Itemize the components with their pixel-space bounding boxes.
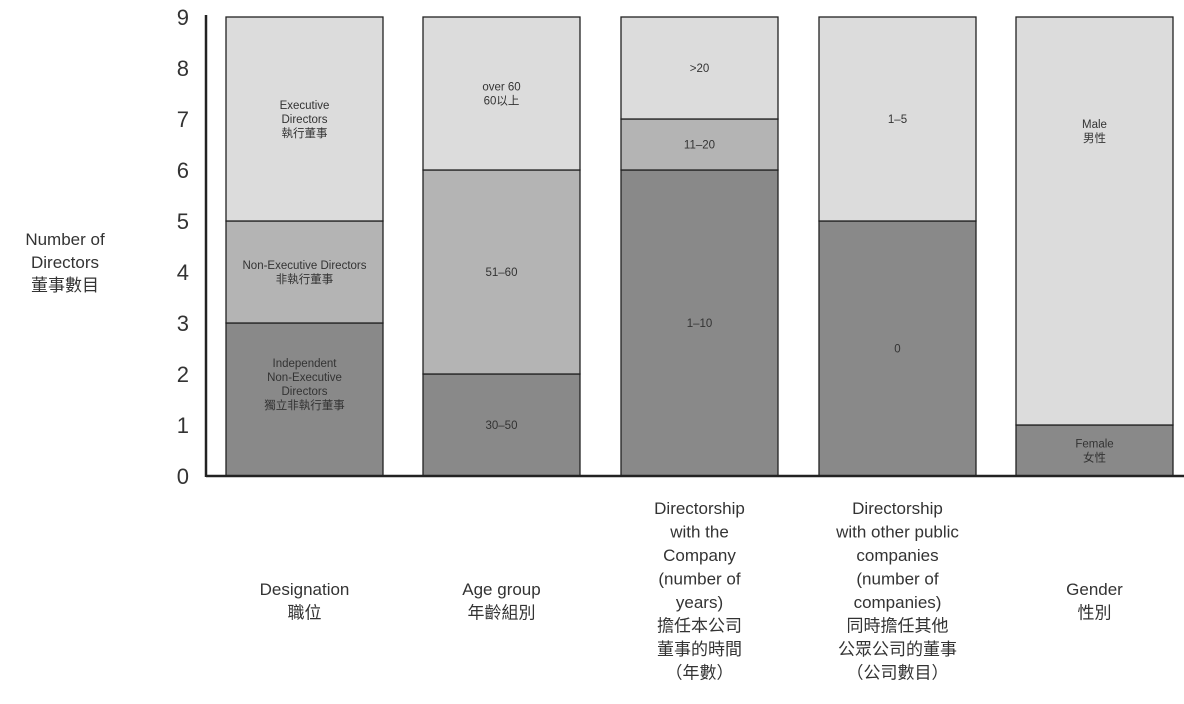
category-label: Directorship: [654, 499, 745, 518]
y-tick-label: 9: [177, 5, 189, 30]
category-label: with other public: [835, 523, 959, 542]
category-label: 董事的時間: [657, 640, 742, 659]
y-tick-label: 3: [177, 311, 189, 336]
segment-label: 執行董事: [282, 127, 328, 140]
segment-label: Non-Executive Directors: [243, 260, 367, 272]
bar-segment: [818, 220, 977, 477]
bar-segment: [422, 16, 581, 171]
axis-layer: 0 1 2 3 4 5 6 7 8 9: [177, 5, 1184, 489]
category-label: companies): [854, 593, 942, 612]
segment-label: 0: [894, 344, 900, 356]
bar-segment: [620, 169, 779, 477]
bar-segment: [818, 16, 977, 222]
y-tick-label: 7: [177, 107, 189, 132]
y-tick-label: 6: [177, 158, 189, 183]
category-label: （公司數目）: [847, 664, 949, 683]
category-label: 性別: [1078, 604, 1112, 623]
segment-label: Executive: [280, 100, 330, 112]
segment-label: 51–60: [486, 267, 518, 279]
segment-label: Directors: [281, 114, 327, 126]
y-tick-label: 0: [177, 464, 189, 489]
category-label: Company: [663, 546, 736, 565]
y-tick-label: 2: [177, 362, 189, 387]
category-label: companies: [856, 546, 938, 565]
bar-segment: [225, 322, 384, 477]
segment-label: Directors: [281, 386, 327, 398]
segment-label: 1–5: [888, 114, 907, 126]
category-label: Gender: [1066, 580, 1123, 599]
segment-label: 男性: [1083, 131, 1106, 145]
category-labels-layer: Designation 職位 Age group 年齡組別 Directorship wi…: [260, 499, 1124, 683]
segment-label: 非執行董事: [276, 273, 334, 286]
y-axis-label-line: Number of: [25, 230, 105, 249]
category-label: (number of: [856, 570, 938, 589]
segment-label: 1–10: [687, 318, 713, 330]
segment-label: over 60: [482, 82, 520, 94]
bars-layer: IndependentNon-ExecutiveDirectors獨立非執行董事…: [225, 16, 1174, 477]
category-label: （年數）: [666, 664, 734, 683]
segment-label: Independent: [273, 358, 338, 370]
y-axis-label: Number of Directors 董事數目: [0, 228, 130, 297]
category-label: with the: [669, 523, 729, 542]
category-label: 公眾公司的董事: [838, 640, 957, 659]
segment-label: 60以上: [484, 95, 520, 108]
segment-label: Male: [1082, 119, 1107, 131]
y-axis-label-line: Directors: [30, 253, 99, 272]
segment-label: 30–50: [486, 420, 518, 432]
segment-label: >20: [690, 63, 710, 75]
category-label: 年齡組別: [468, 604, 536, 623]
y-tick-label: 1: [177, 413, 189, 438]
category-label: years): [676, 593, 723, 612]
y-tick-label: 5: [177, 209, 189, 234]
category-label: Age group: [462, 580, 540, 599]
y-axis-label-line: 董事數目: [31, 276, 99, 295]
y-tick-label: 8: [177, 56, 189, 81]
bar-segment: [225, 220, 384, 324]
bar-segment: [620, 16, 779, 120]
segment-label: Female: [1075, 439, 1113, 451]
segment-label: 女性: [1083, 451, 1106, 465]
category-label: Designation: [260, 580, 350, 599]
category-label: 職位: [288, 604, 322, 623]
category-label: Directorship: [852, 499, 943, 518]
segment-label: Non-Executive: [267, 372, 342, 384]
segment-label: 獨立非執行董事: [264, 398, 345, 412]
segment-label: 11–20: [684, 140, 715, 152]
bar-segment: [1015, 424, 1174, 477]
category-label: 擔任本公司: [657, 617, 742, 636]
bar-segment: [1015, 16, 1174, 426]
category-label: 同時擔任其他: [847, 617, 949, 636]
y-tick-label: 4: [177, 260, 189, 285]
category-label: (number of: [658, 570, 740, 589]
bar-segment: [225, 16, 384, 222]
